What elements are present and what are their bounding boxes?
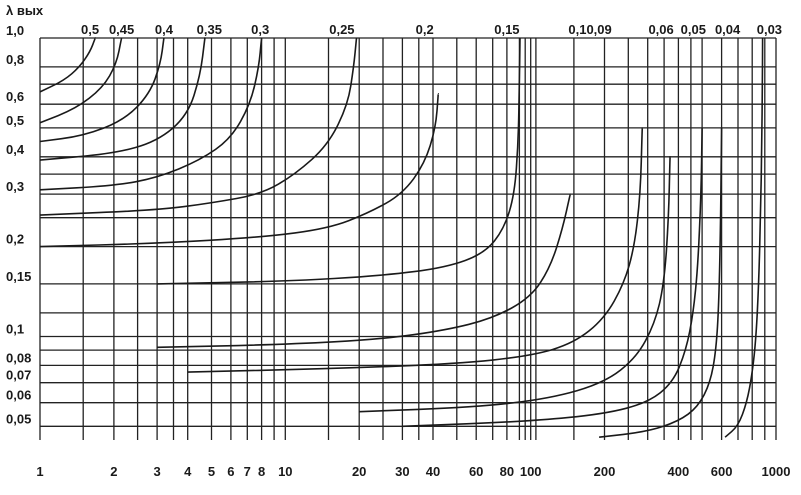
curve-0,15 — [157, 37, 521, 285]
curve-label: 0,5 — [81, 22, 99, 37]
curve-label: 0,06 — [648, 22, 673, 37]
curve-label: 0,03 — [757, 22, 782, 37]
x-tick-label: 40 — [426, 464, 440, 479]
y-tick-label: 1,0 — [6, 23, 24, 38]
curve-0,2 — [39, 92, 440, 248]
x-tick-label: 1000 — [762, 464, 791, 479]
x-tick-label: 100 — [520, 464, 542, 479]
y-tick-label: 0,5 — [6, 113, 24, 128]
curve-0,06 — [359, 155, 671, 413]
y-tick-label: 0,8 — [6, 52, 24, 67]
curve-0,03 — [724, 37, 764, 438]
curve-0,05 — [402, 127, 703, 428]
curve-labels: 0,5 0,45 0,4 0,35 0,3 0,25 0,2 0,15 0,1 0,09 0,06 0… — [81, 22, 782, 37]
x-tick-label: 6 — [227, 464, 234, 479]
x-tick-label: 20 — [352, 464, 366, 479]
curve-0,5 — [39, 37, 97, 93]
curve-label: 0,25 — [329, 22, 354, 37]
y-tick-label: 0,07 — [6, 368, 31, 383]
curve-label: 0,4 — [155, 22, 174, 37]
curve-0,3 — [39, 37, 263, 191]
x-tick-label: 30 — [395, 464, 409, 479]
curve-label: 0,3 — [251, 22, 269, 37]
x-tick-label: 4 — [184, 464, 192, 479]
curve-label: 0,2 — [416, 22, 434, 37]
curve-label: 0,15 — [494, 22, 519, 37]
x-tick-label: 600 — [711, 464, 733, 479]
x-tick-label: 5 — [208, 464, 215, 479]
curve-0,25 — [39, 37, 358, 216]
curve-0,09 — [187, 127, 644, 373]
x-tick-label: 200 — [594, 464, 616, 479]
curve-0,45 — [39, 37, 123, 124]
y-tick-label: 0,2 — [6, 232, 24, 247]
x-tick-label: 2 — [110, 464, 117, 479]
curve-label: 0,1 — [568, 22, 586, 37]
curve-0,35 — [39, 37, 206, 161]
y-tick-label: 0,6 — [6, 89, 24, 104]
horizontal-grid — [40, 37, 776, 427]
y-tick-label: 0,15 — [6, 269, 31, 284]
x-tick-label: 7 — [244, 464, 251, 479]
x-tick-label: 60 — [469, 464, 483, 479]
curve-0,1 — [157, 193, 572, 349]
y-tick-label: 0,4 — [6, 142, 25, 157]
y-tick-labels: 1,0 0,8 0,6 0,5 0,4 0,3 0,2 0,15 0,1 0,08 0,07 0,06… — [6, 23, 31, 426]
curves — [39, 37, 764, 438]
y-tick-label: 0,1 — [6, 322, 24, 337]
curve-label: 0,09 — [586, 22, 611, 37]
x-tick-label: 3 — [153, 464, 160, 479]
curve-0,04 — [599, 127, 723, 438]
x-tick-label: 10 — [278, 464, 292, 479]
curve-label: 0,35 — [197, 22, 222, 37]
x-tick-label: 1 — [36, 464, 43, 479]
y-tick-label: 0,08 — [6, 350, 31, 365]
y-tick-label: 0,06 — [6, 388, 31, 403]
x-tick-label: 8 — [258, 464, 265, 479]
x-tick-labels: 1 2 3 4 5 6 7 8 10 20 30 40 60 80 100 200 400 600 1000 — [36, 464, 790, 479]
vertical-grid — [39, 38, 777, 440]
curve-0,4 — [39, 37, 165, 143]
y-axis-label: λ вых — [6, 3, 44, 18]
y-tick-label: 0,05 — [6, 411, 31, 426]
y-tick-label: 0,3 — [6, 179, 24, 194]
curve-label: 0,04 — [715, 22, 741, 37]
curve-label: 0,45 — [109, 22, 134, 37]
curve-label: 0,05 — [681, 22, 706, 37]
x-tick-label: 400 — [668, 464, 690, 479]
x-tick-label: 80 — [500, 464, 514, 479]
